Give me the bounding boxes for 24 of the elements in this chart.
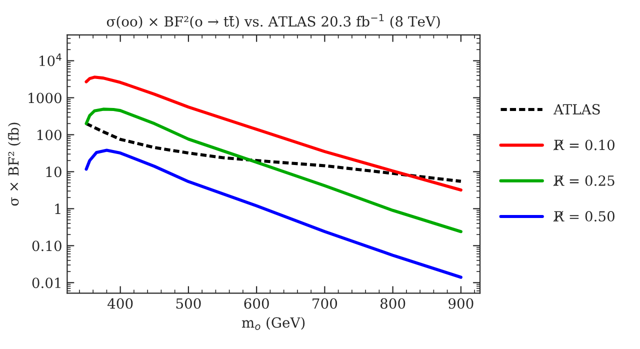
line-series bbox=[84, 76, 462, 192]
legend-label: ATLAS bbox=[553, 104, 600, 115]
line-series bbox=[84, 148, 462, 279]
y-tick-label: 0.01 bbox=[32, 278, 60, 288]
x-tick-label: 700 bbox=[312, 298, 338, 309]
x-tick-label: 900 bbox=[448, 298, 474, 309]
line-series bbox=[84, 122, 462, 183]
legend-label: R̸ = 0.10 bbox=[553, 140, 614, 150]
chart-title: σ(oo) × BF²(o → tt̄) vs. ATLAS 20.3 fb$^{−1}$ (8 TeV) bbox=[106, 14, 440, 29]
y-tick-label: 100 bbox=[38, 130, 62, 140]
x-tick-label: 400 bbox=[108, 298, 133, 309]
y-tick-label: 0.10 bbox=[32, 240, 62, 252]
y-tick-label: 10$^{4}$ bbox=[40, 54, 62, 66]
y-tick-label: 10 bbox=[46, 166, 62, 178]
legend-label: R̸ = 0.50 bbox=[553, 210, 614, 222]
y-axis-title: σ × BF² (fb) bbox=[8, 122, 21, 206]
line-series bbox=[84, 108, 462, 234]
x-tick-label: 800 bbox=[380, 298, 406, 309]
x-tick-label: 500 bbox=[176, 298, 201, 309]
x-axis-title: m$_{o}$ (GeV) bbox=[242, 317, 305, 330]
y-tick-label: 1 bbox=[55, 204, 60, 214]
y-tick-label: 1000 bbox=[28, 92, 62, 104]
x-tick-label: 600 bbox=[244, 298, 269, 309]
legend-label: R̸ = 0.25 bbox=[553, 175, 614, 186]
